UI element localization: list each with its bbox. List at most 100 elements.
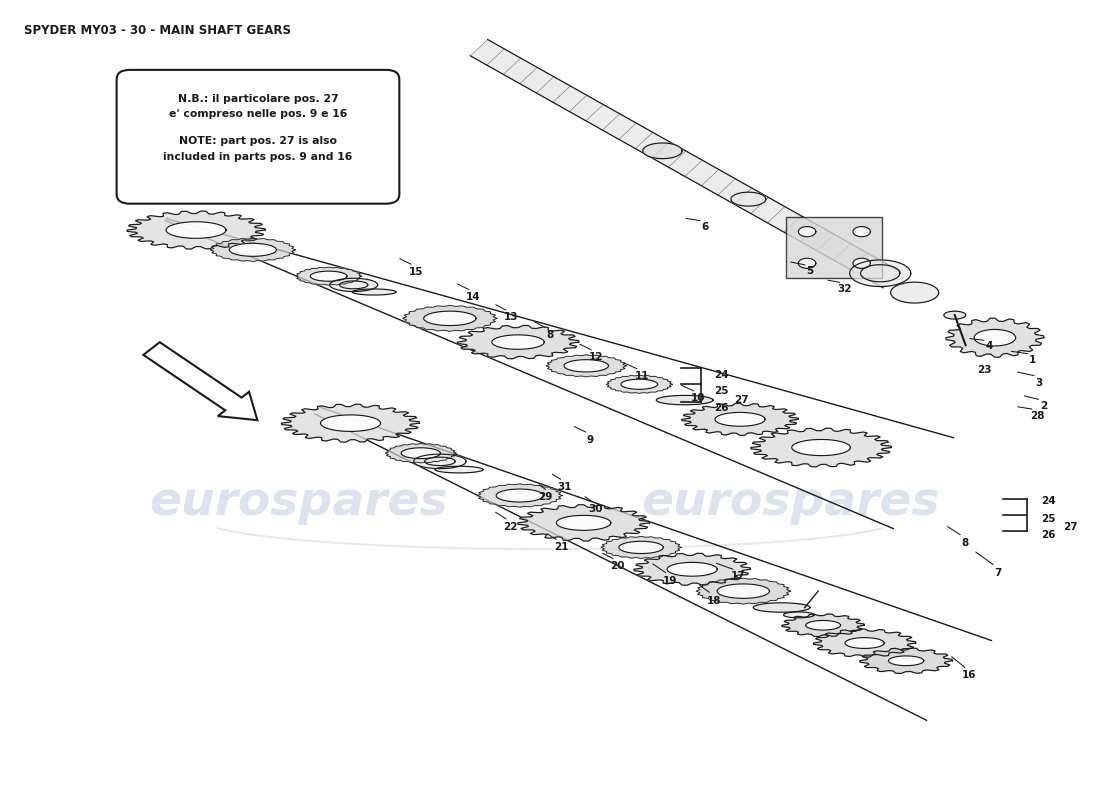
Polygon shape [754,603,810,612]
Polygon shape [229,243,276,256]
FancyArrow shape [143,342,257,420]
Text: 25: 25 [714,386,728,395]
Polygon shape [330,278,377,291]
Polygon shape [975,330,1015,346]
Text: 20: 20 [610,562,625,571]
Text: 22: 22 [504,522,518,532]
Polygon shape [496,489,543,502]
Text: eurospares: eurospares [150,481,448,526]
Polygon shape [518,505,649,541]
Polygon shape [667,562,717,576]
Polygon shape [946,318,1044,358]
Polygon shape [860,648,953,674]
Polygon shape [799,226,816,237]
Text: 28: 28 [1030,411,1044,421]
Text: 23: 23 [977,365,992,375]
Text: 8: 8 [547,330,553,340]
Polygon shape [619,542,663,554]
Polygon shape [889,656,924,666]
Text: 26: 26 [714,403,728,413]
Polygon shape [606,375,672,394]
Text: 30: 30 [588,504,603,514]
Text: 3: 3 [1035,378,1043,387]
Polygon shape [782,614,865,637]
Text: 5: 5 [806,266,813,276]
Polygon shape [642,143,682,158]
Text: 25: 25 [1042,514,1056,524]
Polygon shape [852,258,870,268]
Polygon shape [783,612,814,618]
Polygon shape [492,335,544,350]
Polygon shape [717,584,770,598]
Polygon shape [403,306,497,331]
Polygon shape [845,638,884,649]
Text: 32: 32 [837,284,852,294]
Polygon shape [601,536,681,558]
Text: 11: 11 [635,371,649,382]
Text: 19: 19 [663,575,678,586]
Text: N.B.: il particolare pos. 27: N.B.: il particolare pos. 27 [177,94,339,104]
Polygon shape [126,211,265,249]
Polygon shape [696,578,791,604]
Polygon shape [849,260,911,286]
Polygon shape [414,454,466,469]
Polygon shape [786,218,882,278]
Text: 16: 16 [961,670,977,681]
Polygon shape [792,439,850,456]
Polygon shape [620,379,658,390]
Polygon shape [352,289,396,295]
Polygon shape [436,466,483,473]
Text: included in parts pos. 9 and 16: included in parts pos. 9 and 16 [163,152,353,162]
Text: 21: 21 [553,542,569,552]
Text: 24: 24 [714,370,728,380]
Text: NOTE: part pos. 27 is also: NOTE: part pos. 27 is also [179,136,337,146]
Text: 7: 7 [994,567,1001,578]
Polygon shape [715,413,766,426]
Text: 12: 12 [588,352,603,362]
Text: 27: 27 [734,395,748,405]
Polygon shape [814,629,915,657]
Text: 24: 24 [1042,496,1056,506]
Polygon shape [546,354,626,377]
Polygon shape [402,448,440,458]
Text: 8: 8 [961,538,968,547]
Text: 4: 4 [986,341,992,351]
Polygon shape [799,258,816,268]
Polygon shape [557,515,611,530]
Polygon shape [166,222,227,238]
Polygon shape [732,192,766,206]
Polygon shape [385,443,456,463]
Text: SPYDER MY03 - 30 - MAIN SHAFT GEARS: SPYDER MY03 - 30 - MAIN SHAFT GEARS [24,24,290,37]
Text: 9: 9 [586,434,594,445]
Text: eurospares: eurospares [641,481,939,526]
Text: 2: 2 [1040,402,1047,411]
Polygon shape [296,267,362,286]
Text: 26: 26 [1042,530,1056,539]
Text: 10: 10 [691,394,706,403]
Polygon shape [682,403,799,435]
Polygon shape [458,326,579,358]
Text: 15: 15 [408,266,424,277]
Text: 31: 31 [557,482,571,492]
Polygon shape [852,226,870,237]
Polygon shape [210,238,295,262]
Text: 14: 14 [466,292,481,302]
Text: 17: 17 [730,570,745,581]
Polygon shape [657,395,713,405]
Polygon shape [805,621,840,630]
Polygon shape [564,360,608,372]
FancyBboxPatch shape [117,70,399,204]
Polygon shape [634,554,750,586]
Polygon shape [471,39,901,288]
Text: 29: 29 [538,491,553,502]
Text: e' compreso nelle pos. 9 e 16: e' compreso nelle pos. 9 e 16 [168,110,348,119]
Text: 6: 6 [702,222,708,233]
Polygon shape [891,282,938,303]
Polygon shape [310,271,346,282]
Polygon shape [424,311,476,326]
Polygon shape [944,311,966,319]
Text: 27: 27 [1063,522,1078,532]
Polygon shape [477,484,562,507]
Text: 18: 18 [706,596,721,606]
Text: 13: 13 [504,312,518,322]
